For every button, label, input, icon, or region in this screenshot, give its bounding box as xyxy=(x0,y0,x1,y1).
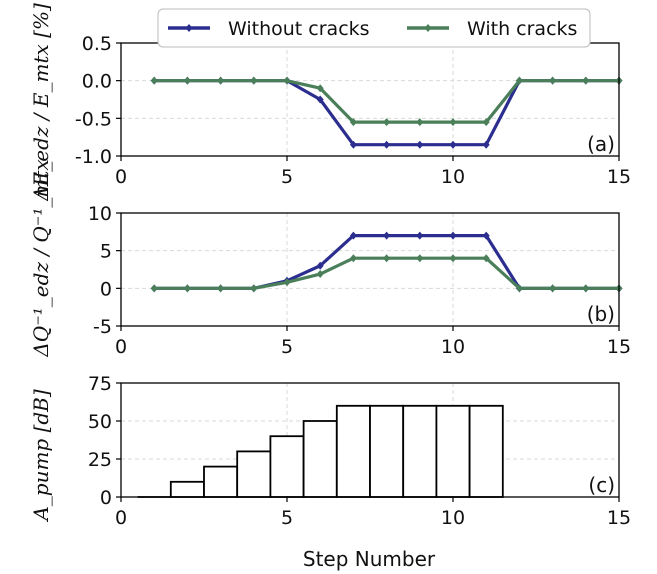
point-a-1-10 xyxy=(482,118,490,127)
point-b-1-7 xyxy=(383,254,391,263)
panel-label-b: (b) xyxy=(587,302,615,326)
xtick-label-c-2: 10 xyxy=(441,507,465,529)
point-b-0-10 xyxy=(482,231,490,240)
point-a-1-6 xyxy=(349,118,357,127)
ytick-label-a-1: -0.5 xyxy=(75,108,112,130)
legend-marker-with-cracks xyxy=(424,24,432,32)
point-b-1-0 xyxy=(150,284,158,293)
series-line-a-1 xyxy=(154,79,619,124)
ytick-label-b-0: -5 xyxy=(93,316,112,338)
panel-label-a: (a) xyxy=(587,132,615,156)
bar-c-4 xyxy=(269,435,305,498)
point-b-1-9 xyxy=(449,254,457,263)
bar-c-2 xyxy=(203,465,239,498)
bar-c-10 xyxy=(468,404,504,498)
panel-c: 0 5 10 15 0 25 50 75 (c) xyxy=(88,373,631,529)
xtick-label-c-1: 5 xyxy=(281,507,293,529)
legend-label-with-cracks: With cracks xyxy=(467,18,577,40)
ytick-label-a-2: 0.0 xyxy=(82,71,112,93)
series-line-b-1 xyxy=(154,256,619,290)
legend-entry-without-cracks: Without cracks xyxy=(168,18,370,40)
ylabel-c: A_pump [dB] xyxy=(29,389,53,523)
point-a-1-13 xyxy=(582,76,590,85)
xtick-label-b-3: 15 xyxy=(607,336,631,358)
legend: Without cracks With cracks xyxy=(157,8,591,48)
point-a-1-9 xyxy=(449,118,457,127)
point-b-1-1 xyxy=(183,284,191,293)
axes-frame-a xyxy=(120,42,620,157)
legend-label-without-cracks: Without cracks xyxy=(228,18,370,40)
bar-c-7 xyxy=(369,404,405,498)
point-a-0-7 xyxy=(383,140,391,149)
bar-c-9 xyxy=(435,404,471,498)
point-b-1-4 xyxy=(283,278,291,287)
ytick-label-a-3: 0.5 xyxy=(82,33,112,55)
bar-c-6 xyxy=(335,404,371,498)
ytick-label-c-0: 0 xyxy=(100,487,112,509)
panel-a: 0 5 10 15 -1.0 -0.5 0.0 0.5 (a) xyxy=(75,33,631,188)
series-line-a-0 xyxy=(154,79,619,147)
point-b-1-12 xyxy=(549,284,557,293)
point-a-0-5 xyxy=(316,95,324,104)
xtick-label-a-3: 15 xyxy=(607,166,631,188)
point-b-0-5 xyxy=(316,261,324,270)
point-b-1-2 xyxy=(217,284,225,293)
point-a-1-0 xyxy=(150,76,158,85)
xtick-label-a-2: 10 xyxy=(441,166,465,188)
legend-entry-with-cracks: With cracks xyxy=(407,18,577,40)
point-a-1-5 xyxy=(316,84,324,93)
point-a-1-8 xyxy=(416,118,424,127)
xtick-label-c-0: 0 xyxy=(115,507,127,529)
ytick-label-c-1: 25 xyxy=(88,449,112,471)
panel-label-c: (c) xyxy=(588,473,615,497)
point-b-1-5 xyxy=(316,270,324,279)
ytick-label-a-0: -1.0 xyxy=(75,146,112,168)
xtick-label-b-2: 10 xyxy=(441,336,465,358)
point-b-1-8 xyxy=(416,254,424,263)
point-a-0-9 xyxy=(449,140,457,149)
point-a-1-1 xyxy=(183,76,191,85)
xlabel: Step Number xyxy=(303,547,436,571)
point-a-1-4 xyxy=(283,76,291,85)
point-b-0-6 xyxy=(349,231,357,240)
point-a-0-10 xyxy=(482,140,490,149)
axes-frame-b xyxy=(120,212,620,327)
ylabel-b: ΔQ⁻¹_edz / Q⁻¹_mtx xyxy=(29,159,53,357)
ytick-label-c-3: 75 xyxy=(88,373,112,395)
bar-c-8 xyxy=(402,404,438,498)
ytick-label-b-3: 10 xyxy=(88,203,112,225)
legend-box xyxy=(157,8,591,48)
xtick-label-a-0: 0 xyxy=(115,166,127,188)
point-b-1-10 xyxy=(482,254,490,263)
point-a-0-6 xyxy=(349,140,357,149)
xtick-label-b-1: 5 xyxy=(281,336,293,358)
xtick-label-b-0: 0 xyxy=(115,336,127,358)
xtick-label-c-3: 15 xyxy=(607,507,631,529)
ytick-label-c-2: 50 xyxy=(88,411,112,433)
point-a-0-8 xyxy=(416,140,424,149)
point-a-1-7 xyxy=(383,118,391,127)
bar-c-1 xyxy=(169,480,205,498)
bar-c-5 xyxy=(302,420,338,498)
point-a-1-11 xyxy=(515,76,523,85)
legend-marker-without-cracks xyxy=(185,24,193,32)
point-b-1-11 xyxy=(515,284,523,293)
point-b-0-8 xyxy=(416,231,424,240)
xtick-label-a-1: 5 xyxy=(281,166,293,188)
point-b-1-6 xyxy=(349,254,357,263)
ylabel-a: ΔE_edz / E_mtx [%] xyxy=(29,3,53,202)
point-a-1-3 xyxy=(250,76,258,85)
ytick-label-b-2: 5 xyxy=(100,241,112,263)
point-b-1-3 xyxy=(250,284,258,293)
point-a-1-12 xyxy=(549,76,557,85)
point-b-1-13 xyxy=(582,284,590,293)
axes-frame-c xyxy=(120,382,620,498)
bar-c-3 xyxy=(236,450,272,498)
point-b-0-7 xyxy=(383,231,391,240)
point-a-1-2 xyxy=(217,76,225,85)
point-b-0-9 xyxy=(449,231,457,240)
ytick-label-b-1: 0 xyxy=(100,278,112,300)
